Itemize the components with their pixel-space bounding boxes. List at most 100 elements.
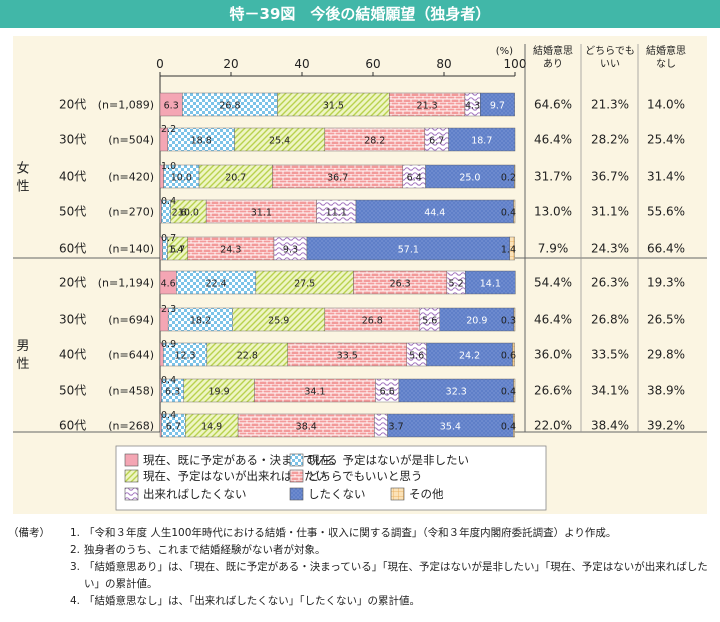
bar-value-label: 0.3 <box>501 316 516 327</box>
bar-value-label: 4.6 <box>161 279 176 290</box>
note-text: 「令和３年度 人生100年時代における結婚・仕事・収入に関する調査」（令和３年度… <box>84 527 617 539</box>
note-item: 3. 「結婚意思あり」は、「現在、既に予定がある・決まっている」「現在、予定はない… <box>8 559 716 593</box>
summary-value: 31.1% <box>591 205 629 219</box>
bar-value-label: 2.3 <box>161 304 176 315</box>
bar-value-label: 14.9 <box>201 422 222 433</box>
summary-header: 結婚意思 <box>646 44 686 57</box>
bar-segment <box>513 378 516 403</box>
bar-value-label: 0.4 <box>161 410 176 421</box>
bar-segment <box>514 164 516 189</box>
row-n-label: (n=644) <box>108 349 154 362</box>
notes-section: （備考） 1. 「令和３年度 人生100年時代における結婚・仕事・収入に関する調査」… <box>8 525 716 610</box>
bar-value-label: 11.1 <box>326 208 347 219</box>
summary-value: 38.9% <box>647 384 685 398</box>
bar-value-label: 26.8 <box>219 101 240 112</box>
bar-value-label: 26.8 <box>362 316 383 327</box>
summary-header: なし <box>656 58 676 70</box>
row-age-label: 30代 <box>59 313 86 327</box>
bar-value-label: 31.1 <box>251 208 272 219</box>
bar-value-label: 25.9 <box>268 316 289 327</box>
chart-panel: 0 20 40 60 80 100 (%) 結婚意思 あり どちらでも いい 結婚意思 なし女性男性 20… <box>13 36 707 514</box>
legend-swatch <box>390 487 405 501</box>
note-item: 2. 独身者のうち、これまで結婚経験がない者が対象。 <box>8 542 716 559</box>
row-n-label: (n=1,089) <box>98 99 154 112</box>
legend-label: 出来ればしたくない <box>143 487 247 501</box>
legend-swatch <box>124 453 139 467</box>
bar-segment <box>480 92 515 117</box>
unit-label: (%) <box>496 46 513 57</box>
legend-label: どちらでもいいと思う <box>308 469 422 483</box>
summary-value: 38.4% <box>591 419 629 433</box>
note-head <box>8 542 62 559</box>
bar-value-label: 28.2 <box>364 136 385 147</box>
summary-value: 36.0% <box>534 348 572 362</box>
stacked-bar-chart: 0 20 40 60 80 100(%) 結婚意思ありどちらでもいい結婚意思なし女性男性20… <box>13 44 707 511</box>
bar-segment <box>465 270 516 295</box>
bar-value-label: 0.6 <box>501 351 516 362</box>
bar-value-label: 18.8 <box>191 136 212 147</box>
row-n-label: (n=458) <box>108 385 154 398</box>
bar-value-label: 34.1 <box>304 387 325 398</box>
bar-value-label: 25.0 <box>459 173 480 184</box>
bar-value-label: 4.3 <box>465 101 480 112</box>
bar-value-label: 38.4 <box>296 422 317 433</box>
bar-value-label: 5.6 <box>409 351 424 362</box>
row-n-label: (n=268) <box>108 420 154 433</box>
bar-value-label: 0.7 <box>161 233 176 244</box>
summary-value: 26.5% <box>647 313 685 327</box>
x-tick-label: 20 <box>223 57 238 71</box>
row-n-label: (n=140) <box>108 243 154 256</box>
summary-value: 29.8% <box>647 348 685 362</box>
bar-value-label: 26.3 <box>390 279 411 290</box>
bar-value-label: 6.4 <box>407 173 422 184</box>
summary-value: 46.4% <box>534 133 572 147</box>
row-age-label: 30代 <box>59 133 86 147</box>
summary-value: 22.0% <box>534 419 572 433</box>
bar-segment <box>513 199 516 224</box>
x-tick-label: 40 <box>294 57 309 71</box>
bar-value-label: 1.4 <box>501 245 516 256</box>
bar-value-label: 0.4 <box>501 208 516 219</box>
legend-swatch <box>289 487 304 501</box>
bar-segment <box>513 307 516 332</box>
row-n-label: (n=1,194) <box>98 277 154 290</box>
bar-value-label: 6.7 <box>429 136 444 147</box>
note-item: （備考） 1. 「令和３年度 人生100年時代における結婚・仕事・収入に関する調査」… <box>8 525 716 542</box>
bar-value-label: 12.3 <box>174 351 195 362</box>
x-tick-label: 80 <box>436 57 451 71</box>
bar-value-label: 0.4 <box>161 375 176 386</box>
summary-value: 46.4% <box>534 313 572 327</box>
bar-value-label: 25.4 <box>269 136 290 147</box>
summary-value: 26.6% <box>534 384 572 398</box>
summary-value: 66.4% <box>647 242 685 256</box>
note-item: 4. 「結婚意思なし」は、「出来ればしたくない」「したくない」の累計値。 <box>8 593 716 610</box>
bar-value-label: 6.3 <box>165 387 180 398</box>
summary-header: どちらでも <box>585 45 635 57</box>
row-age-label: 50代 <box>59 205 86 219</box>
bar-value-label: 20.9 <box>466 316 487 327</box>
summary-header: いい <box>600 59 620 70</box>
legend-box <box>115 445 547 511</box>
legend-label: 現在、予定はないが出来ればしたい <box>143 469 327 483</box>
row-n-label: (n=270) <box>108 206 154 219</box>
summary-header: あり <box>543 58 563 70</box>
bar-value-label: 20.7 <box>225 173 246 184</box>
bar-value-label: 27.5 <box>294 279 315 290</box>
summary-value: 55.6% <box>647 205 685 219</box>
bar-value-label: 35.4 <box>440 422 461 433</box>
summary-value: 28.2% <box>591 133 629 147</box>
bar-value-label: 1.0 <box>161 161 176 172</box>
row-n-label: (n=420) <box>108 171 154 184</box>
bar-value-label: 32.3 <box>446 387 467 398</box>
summary-value: 26.3% <box>591 276 629 290</box>
bar-value-label: 22.4 <box>206 279 227 290</box>
legend-swatch <box>124 469 139 483</box>
legend-label: したくない <box>308 487 366 501</box>
bar-value-label: 33.5 <box>337 351 358 362</box>
legend-swatch <box>124 487 139 501</box>
row-age-label: 20代 <box>59 98 86 112</box>
bar-segment <box>509 236 515 261</box>
legend-label: 現在、予定はないが是非したい <box>308 453 469 467</box>
row-n-label: (n=504) <box>108 134 154 147</box>
summary-value: 21.3% <box>591 98 629 112</box>
